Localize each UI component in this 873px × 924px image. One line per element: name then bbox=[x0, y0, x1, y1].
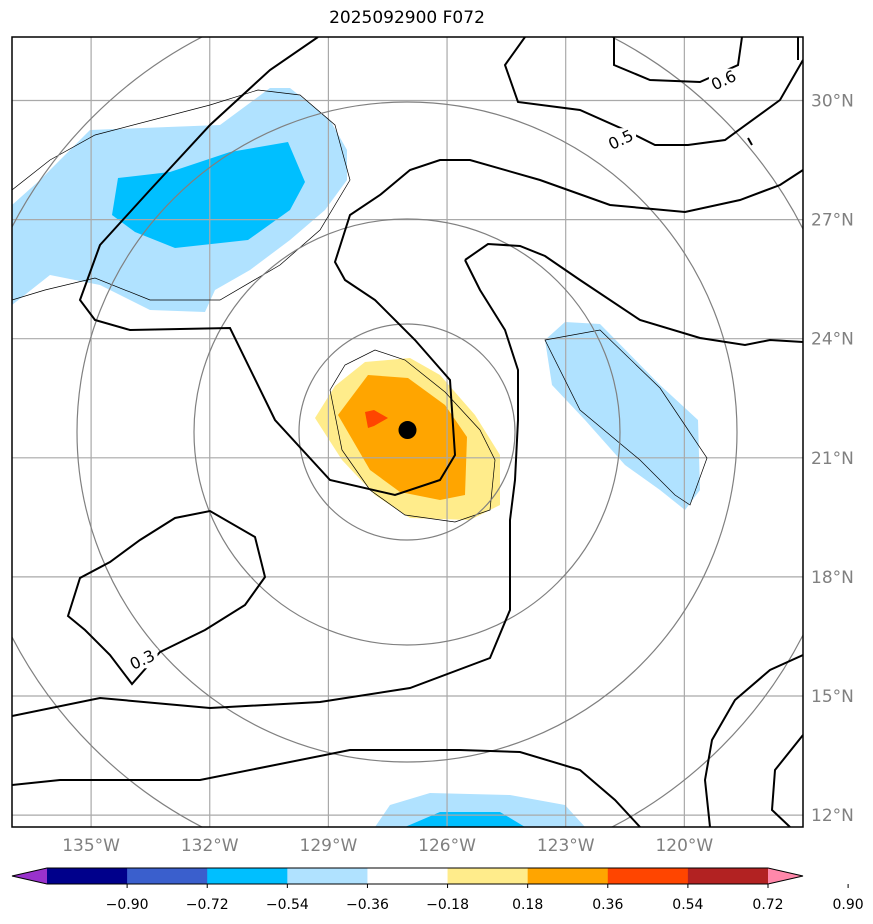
colorbar-segment bbox=[367, 868, 449, 884]
colorbar bbox=[11, 867, 804, 885]
lon-tick-label: 129°W bbox=[300, 836, 358, 856]
colorbar-tick-label: −0.36 bbox=[346, 897, 389, 913]
lat-tick-label: 12°N bbox=[811, 806, 854, 826]
lon-tick-label: 123°W bbox=[537, 836, 595, 856]
map-frame bbox=[11, 36, 804, 828]
map-area: 0.60.50.3 bbox=[12, 37, 803, 827]
longitude-tick-labels: 135°W 132°W 129°W 126°W 123°W 120°W bbox=[62, 836, 713, 856]
colorbar-segment bbox=[287, 868, 368, 884]
colorbar-tick-label: −0.54 bbox=[266, 897, 309, 913]
lat-tick-label: 15°N bbox=[811, 687, 854, 707]
storm-center-marker bbox=[398, 421, 417, 440]
colorbar-segment bbox=[47, 868, 128, 884]
shading-blue-nw bbox=[112, 142, 305, 248]
colorbar-extend-low bbox=[12, 868, 47, 884]
colorbar-tick-label: 0.54 bbox=[672, 897, 703, 913]
contour-label-bg bbox=[606, 128, 637, 149]
shading-light-blue-south bbox=[375, 793, 585, 827]
chart-title: 2025092900 F072 bbox=[329, 8, 485, 28]
thick-contours bbox=[12, 37, 803, 827]
colorbar-tick-label: −0.72 bbox=[186, 897, 229, 913]
colorbar-tick-label: 0.18 bbox=[512, 897, 543, 913]
colorbar-tick-label: 0.90 bbox=[833, 897, 864, 913]
latitude-tick-labels: 12°N 15°N 18°N 21°N 24°N 27°N 30°N bbox=[811, 92, 854, 827]
colorbar-extend-high bbox=[768, 868, 803, 884]
distance-rings bbox=[12, 37, 803, 827]
lon-tick-label: 135°W bbox=[62, 836, 120, 856]
colorbar-segment bbox=[127, 868, 208, 884]
contour-label-bg bbox=[127, 648, 158, 669]
colorbar-outline bbox=[11, 867, 804, 885]
contour-labels: 0.60.50.3 bbox=[127, 66, 739, 674]
lat-tick-label: 30°N bbox=[811, 92, 854, 112]
colorbar-segment bbox=[687, 868, 769, 884]
colorbar-tick-label: 0.36 bbox=[592, 897, 623, 913]
lon-tick-label: 126°W bbox=[418, 836, 476, 856]
colorbar-segment bbox=[447, 868, 529, 884]
colorbar-tick-label: 0.72 bbox=[752, 897, 783, 913]
colorbar-tick-labels: −0.90 −0.72 −0.54 −0.36 −0.18 0.18 0.36 0.54 0.7… bbox=[106, 884, 864, 913]
colorbar-segment bbox=[607, 868, 689, 884]
contour-label-bg bbox=[708, 68, 739, 89]
lat-tick-label: 27°N bbox=[811, 211, 854, 231]
lon-tick-label: 132°W bbox=[181, 836, 239, 856]
lon-tick-label: 120°W bbox=[655, 836, 713, 856]
colorbar-segment bbox=[207, 868, 288, 884]
lat-tick-label: 18°N bbox=[811, 568, 854, 588]
colorbar-segment bbox=[527, 868, 609, 884]
gridlines bbox=[12, 37, 803, 827]
colorbar-tick-label: −0.18 bbox=[426, 897, 469, 913]
colorbar-tick-label: −0.90 bbox=[106, 897, 149, 913]
lat-tick-label: 21°N bbox=[811, 449, 854, 469]
shading-light-blue-east bbox=[545, 322, 700, 510]
lat-tick-label: 24°N bbox=[811, 330, 854, 350]
